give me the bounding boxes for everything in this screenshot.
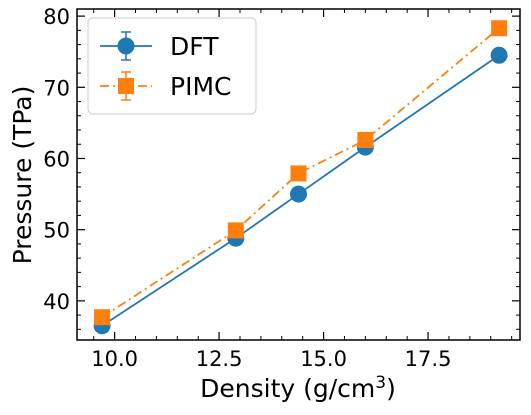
data-point [290,165,307,182]
legend-marker [118,78,134,94]
x-tick-label: 10.0 [91,347,138,371]
data-point [290,185,307,203]
legend-item-pimc: PIMC [100,71,231,101]
legend: DFT PIMC [87,17,257,115]
x-tick-label: 15.0 [300,347,347,371]
x-axis-label-superscript: 3 [375,373,386,393]
legend-marker [117,37,135,55]
y-tick-label: 50 [43,219,70,243]
data-point [490,46,508,64]
y-axis-label: Pressure (TPa) [8,86,37,265]
axis-ticks: 10.0 12.5 15.0 17.5 40 50 60 70 80 [43,5,520,371]
legend-items: DFT PIMC [100,31,231,101]
y-tick-label: 70 [43,76,70,100]
y-tick-label: 40 [43,290,70,314]
y-tick-label: 80 [43,5,70,29]
data-point [491,20,508,37]
legend-label: DFT [170,32,219,61]
plot-area: 10.0 12.5 15.0 17.5 40 50 60 70 80 [43,5,521,371]
series-layer [93,20,508,335]
data-point [94,309,111,326]
x-tick-label: 12.5 [196,347,243,371]
plot-frame [76,8,521,341]
legend-item-dft: DFT [100,31,219,61]
legend-label: PIMC [170,72,231,101]
data-point [357,131,374,148]
x-axis-label: Density (g/cm3) [200,373,396,403]
series-pimc [94,20,508,326]
data-point [227,222,244,239]
y-tick-label: 60 [43,147,70,171]
x-tick-label: 17.5 [405,347,452,371]
